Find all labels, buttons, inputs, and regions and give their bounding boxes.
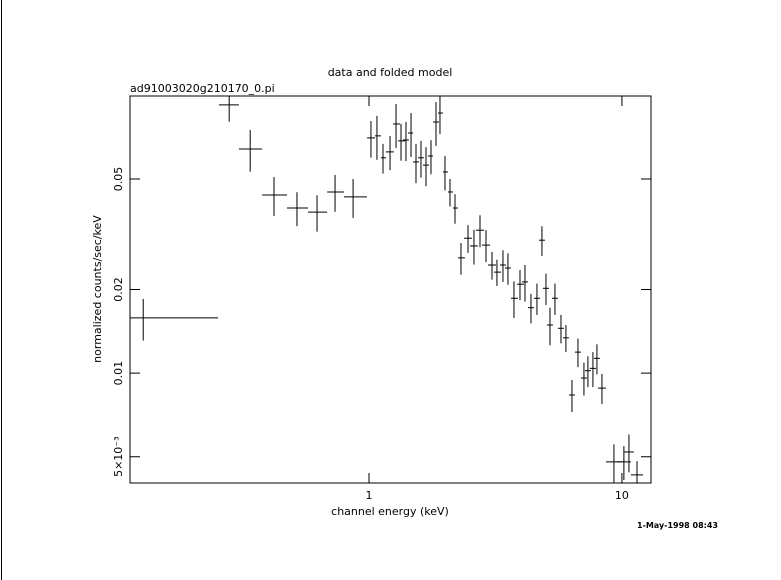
x-axis-label: channel energy (keV) xyxy=(331,505,449,518)
y-tick-label: 0.02 xyxy=(112,277,125,302)
y-axis-label: normalized counts/sec/keV xyxy=(91,215,104,363)
x-tick-label: 10 xyxy=(615,489,629,502)
timestamp: 1-May-1998 08:43 xyxy=(637,521,718,530)
file-label: ad91003020g210170_0.pi xyxy=(130,82,275,95)
y-tick-label: 5×10⁻³ xyxy=(112,436,125,476)
y-tick-label: 0.01 xyxy=(112,361,125,386)
x-tick-label: 1 xyxy=(366,489,373,502)
chart-title: data and folded model xyxy=(328,66,453,79)
y-tick-label: 0.05 xyxy=(112,167,125,192)
